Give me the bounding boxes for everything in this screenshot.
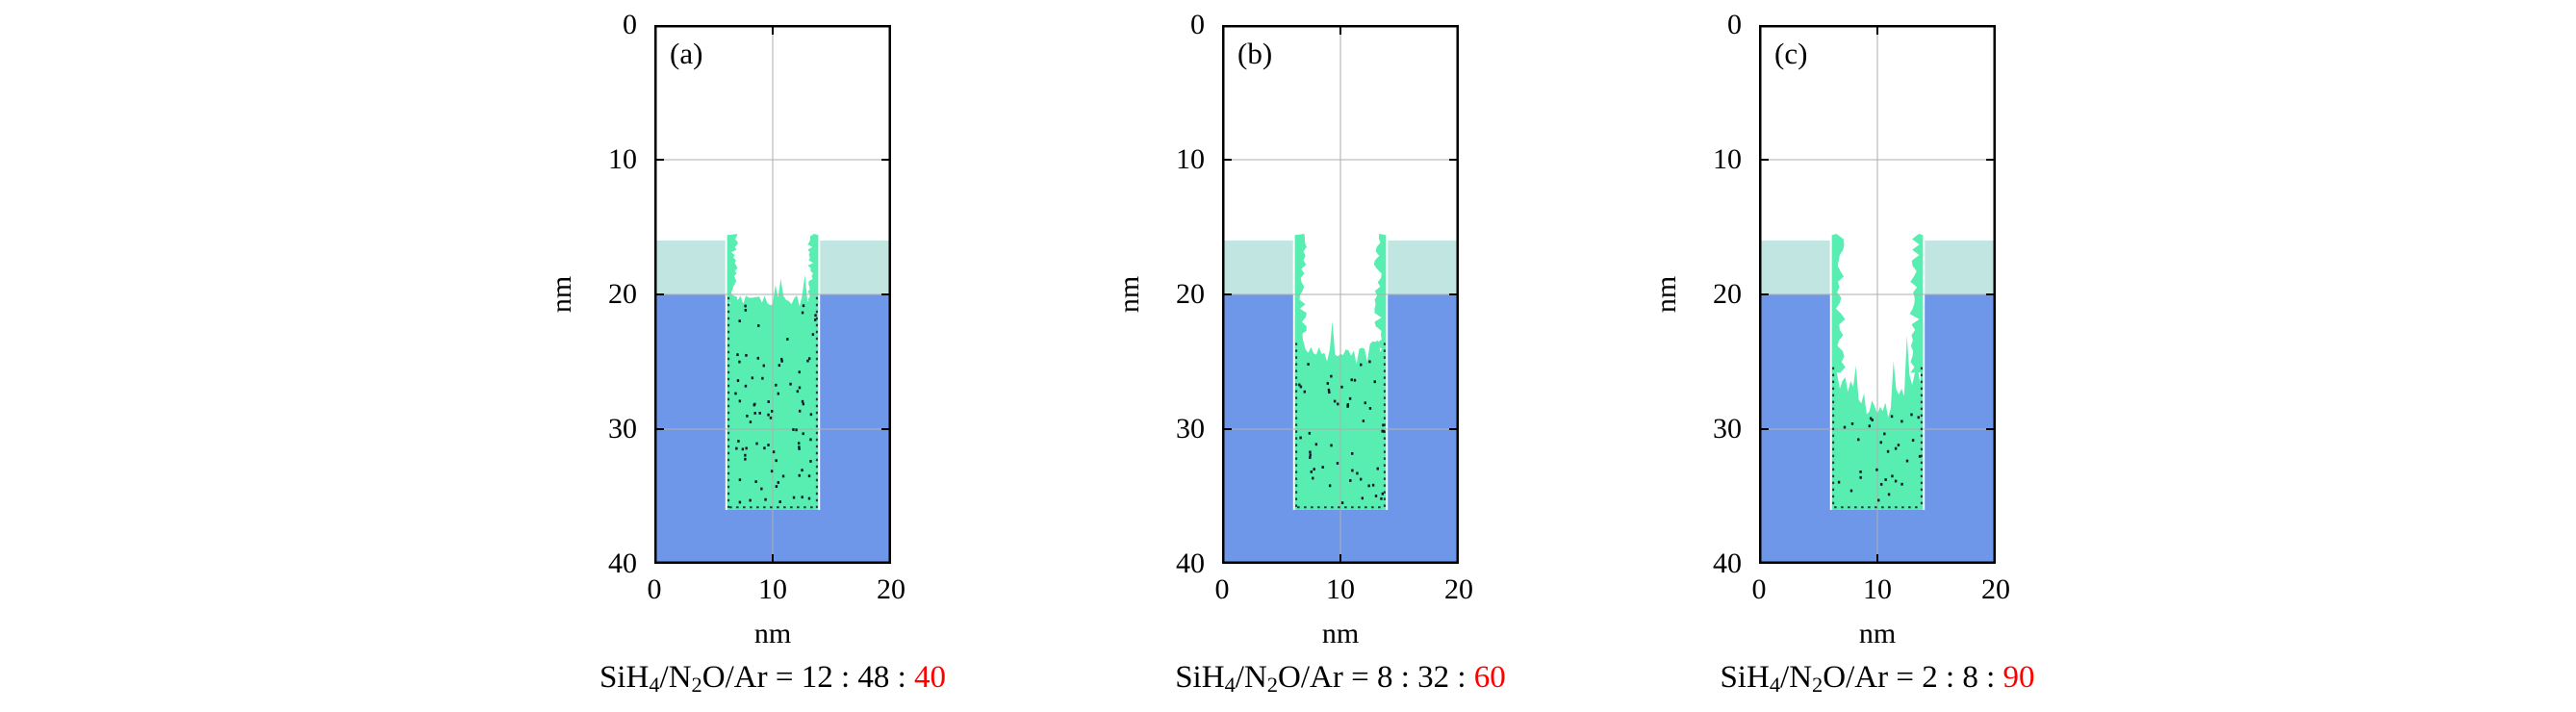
y-tick-label: 30 (1176, 413, 1205, 445)
x-tick-label: 20 (877, 573, 905, 605)
x-tick-label: 10 (1326, 573, 1355, 605)
x-tick-label: 20 (1444, 573, 1473, 605)
caption-subscript: 2 (1812, 672, 1824, 697)
etch-profile-canvas-a (654, 25, 891, 564)
x-axis-label: nm (1858, 618, 1897, 649)
caption-formula: O/Ar = (1278, 660, 1377, 695)
caption-formula: /N (659, 660, 692, 695)
x-tick-label: 0 (647, 573, 662, 605)
caption-b: SiH4/N2O/Ar = 8 : 32 : 60 (1023, 658, 1658, 704)
panel-a: nm 0 10 20 30 40 (a) 0 10 20 nm SiH4/N2O… (491, 0, 1164, 712)
x-axis-label: nm (1321, 618, 1360, 649)
panel-c: nm 0 10 20 30 40 (c) 0 10 20 nm SiH4/N2O… (1595, 0, 2269, 712)
x-tick-label: 10 (758, 573, 787, 605)
etch-profile-canvas-b (1222, 25, 1459, 564)
y-tick-label: 30 (1713, 413, 1742, 445)
caption-subscript: 2 (691, 672, 702, 697)
caption-formula: /N (1235, 660, 1267, 695)
y-tick-label: 30 (608, 413, 637, 445)
caption-formula: SiH (1720, 660, 1770, 695)
panel-b: nm 0 10 20 30 40 (b) 0 10 20 nm SiH4/N2O… (1058, 0, 1732, 712)
caption-formula: SiH (1175, 660, 1225, 695)
etch-profile-canvas-c (1759, 25, 1996, 564)
panel-label-b: (b) (1237, 37, 1273, 70)
caption-ar-value: 90 (2002, 660, 2035, 695)
caption-ratio: 12 : 48 : (801, 660, 915, 695)
x-axis-label: nm (753, 618, 792, 649)
caption-c: SiH4/N2O/Ar = 2 : 8 : 90 (1560, 658, 2195, 704)
caption-subscript: 4 (1224, 672, 1236, 697)
caption-ar-value: 60 (1473, 660, 1506, 695)
caption-formula: O/Ar = (701, 660, 802, 695)
y-tick-label: 10 (608, 143, 637, 175)
caption-formula: SiH (599, 660, 650, 695)
panel-label-a: (a) (670, 37, 703, 70)
caption-subscript: 4 (1769, 672, 1781, 697)
plot-area-a (654, 25, 891, 564)
caption-ar-value: 40 (914, 660, 947, 695)
panel-label-c: (c) (1774, 37, 1808, 70)
y-tick-label: 10 (1713, 143, 1742, 175)
y-tick-label: 40 (1176, 547, 1205, 579)
caption-formula: /N (1780, 660, 1813, 695)
y-tick-label: 0 (623, 9, 637, 40)
caption-formula: O/Ar = (1823, 660, 1923, 695)
caption-subscript: 2 (1266, 672, 1278, 697)
caption-subscript: 4 (649, 672, 660, 697)
caption-ratio: 8 : 32 : (1376, 660, 1474, 695)
plot-area-c (1759, 25, 1996, 564)
y-tick-label: 0 (1190, 9, 1205, 40)
y-tick-label: 20 (1176, 278, 1205, 310)
plot-area-b (1222, 25, 1459, 564)
caption-ratio: 2 : 8 : (1922, 660, 2003, 695)
y-tick-label: 0 (1727, 9, 1742, 40)
x-tick-label: 10 (1863, 573, 1892, 605)
x-tick-label: 20 (1981, 573, 2010, 605)
y-tick-label: 10 (1176, 143, 1205, 175)
y-tick-label: 40 (608, 547, 637, 579)
y-tick-label: 40 (1713, 547, 1742, 579)
x-tick-label: 0 (1751, 573, 1767, 605)
y-tick-label: 20 (608, 278, 637, 310)
x-tick-label: 0 (1214, 573, 1230, 605)
caption-a: SiH4/N2O/Ar = 12 : 48 : 40 (455, 658, 1090, 704)
y-tick-label: 20 (1713, 278, 1742, 310)
